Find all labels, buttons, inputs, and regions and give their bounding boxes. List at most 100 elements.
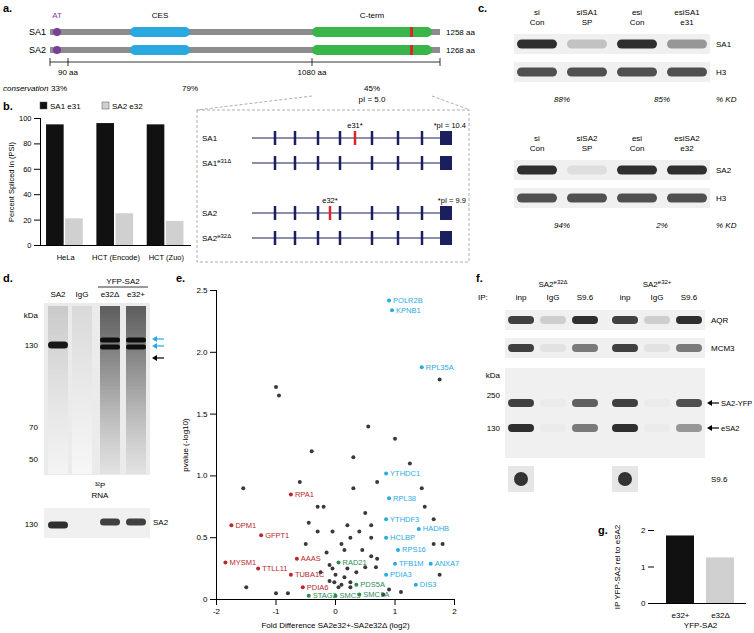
svg-text:130: 130 — [487, 424, 501, 433]
svg-text:Con: Con — [630, 144, 645, 153]
svg-text:0.5: 0.5 — [196, 533, 208, 542]
svg-text:DIS3: DIS3 — [420, 580, 437, 589]
svg-text:SA2-YFP: SA2-YFP — [721, 399, 752, 408]
svg-text:IP YFP-SA2 rel to eSA2: IP YFP-SA2 rel to eSA2 — [613, 524, 622, 609]
svg-text:esiSA1: esiSA1 — [674, 8, 700, 17]
svg-text:d.: d. — [3, 272, 13, 284]
svg-text:SA2: SA2 — [50, 290, 66, 299]
svg-text:-1: -1 — [272, 607, 280, 616]
svg-text:TUBA1C: TUBA1C — [295, 570, 325, 579]
svg-text:130: 130 — [25, 520, 39, 529]
svg-text:SA1: SA1 — [202, 134, 218, 143]
svg-text:RAD21: RAD21 — [342, 558, 366, 567]
svg-text:Con: Con — [530, 18, 545, 27]
svg-text:IP:: IP: — [478, 293, 488, 302]
svg-text:85%: 85% — [654, 95, 670, 104]
svg-text:45%: 45% — [364, 84, 380, 93]
svg-text:siSA2: siSA2 — [577, 134, 598, 143]
svg-text:si: si — [534, 134, 540, 143]
svg-text:si: si — [534, 8, 540, 17]
svg-text:DPM1: DPM1 — [235, 521, 256, 530]
svg-text:90 aa: 90 aa — [58, 68, 79, 77]
svg-text:e32+: e32+ — [671, 611, 689, 620]
svg-text:HADHB: HADHB — [423, 524, 449, 533]
svg-text:S9.6: S9.6 — [681, 293, 698, 302]
svg-text:2%: 2% — [655, 221, 668, 230]
svg-text:MYSM1: MYSM1 — [229, 558, 256, 567]
svg-text:e.: e. — [176, 272, 185, 284]
svg-text:C-term: C-term — [360, 11, 385, 20]
svg-text:1258 aa: 1258 aa — [446, 28, 475, 37]
svg-text:-2: -2 — [213, 607, 221, 616]
svg-text:2: 2 — [641, 526, 646, 535]
svg-text:IgG: IgG — [651, 293, 664, 302]
svg-text:1: 1 — [641, 563, 646, 572]
svg-text:e32*: e32* — [322, 196, 338, 205]
svg-text:250: 250 — [487, 391, 501, 400]
svg-text:e32Δ: e32Δ — [711, 611, 730, 620]
svg-text:88%: 88% — [554, 95, 570, 104]
svg-text:2: 2 — [452, 607, 457, 616]
svg-text:Percent Spliced In (PSI): Percent Spliced In (PSI) — [7, 141, 16, 222]
svg-text:esi: esi — [632, 8, 642, 17]
svg-text:1080 aa: 1080 aa — [298, 68, 327, 77]
svg-text:0: 0 — [641, 599, 646, 608]
svg-text:YFP-SA2: YFP-SA2 — [106, 277, 140, 286]
svg-text:% KD: % KD — [716, 221, 737, 230]
svg-text:SA2 e32: SA2 e32 — [112, 102, 143, 111]
svg-text:TFB1M: TFB1M — [399, 559, 424, 568]
svg-text:SA1e31Δ: SA1e31Δ — [202, 158, 231, 168]
svg-text:TTLL11: TTLL11 — [262, 564, 287, 573]
svg-text:IgG: IgG — [547, 293, 560, 302]
svg-text:*pI = 10.4: *pI = 10.4 — [434, 121, 466, 130]
svg-text:HCT (Zuo): HCT (Zuo) — [149, 253, 185, 262]
svg-text:SA2e32Δ: SA2e32Δ — [538, 279, 567, 289]
svg-text:SA2: SA2 — [153, 518, 169, 527]
svg-text:Con: Con — [530, 144, 545, 153]
svg-text:RPS16: RPS16 — [402, 545, 426, 554]
svg-text:KPNB1: KPNB1 — [396, 306, 421, 315]
svg-text:g.: g. — [598, 524, 608, 536]
svg-text:1.5: 1.5 — [196, 410, 208, 419]
svg-text:HCT (Encode): HCT (Encode) — [92, 253, 140, 262]
svg-text:kDa: kDa — [24, 311, 39, 320]
svg-text:AAAS: AAAS — [301, 554, 321, 563]
svg-text:SA2e32Δ: SA2e32Δ — [202, 233, 231, 243]
svg-text:AQR: AQR — [711, 316, 729, 325]
svg-text:% KD: % KD — [716, 95, 737, 104]
svg-text:GFPT1: GFPT1 — [265, 531, 289, 540]
svg-text:SA2: SA2 — [716, 166, 732, 175]
svg-text:AT: AT — [52, 11, 62, 20]
svg-text:e32Δ: e32Δ — [101, 290, 120, 299]
svg-text:79%: 79% — [182, 84, 198, 93]
svg-text:pvalue (-log10): pvalue (-log10) — [181, 418, 190, 472]
svg-text:kDa: kDa — [486, 371, 501, 380]
svg-text:Con: Con — [630, 18, 645, 27]
svg-text:STAG2: STAG2 — [313, 591, 337, 600]
svg-text:eSA2: eSA2 — [721, 424, 739, 433]
svg-text:³²P: ³²P — [95, 481, 106, 490]
svg-text:RPL38: RPL38 — [393, 494, 416, 503]
svg-text:RPA1: RPA1 — [295, 490, 314, 499]
svg-text:RNA: RNA — [92, 491, 110, 500]
svg-text:conservation: conservation — [3, 84, 49, 93]
svg-text:*pI = 9.9: *pI = 9.9 — [438, 196, 466, 205]
svg-text:a.: a. — [3, 2, 12, 14]
svg-text:inp: inp — [620, 293, 631, 302]
svg-text:70: 70 — [29, 423, 38, 432]
svg-text:YTHDC1: YTHDC1 — [390, 469, 420, 478]
svg-text:YFP-SA2: YFP-SA2 — [684, 621, 718, 630]
svg-text:2.5: 2.5 — [196, 286, 208, 295]
svg-text:CES: CES — [152, 11, 168, 20]
svg-text:e31*: e31* — [347, 121, 363, 130]
svg-text:SMC1A: SMC1A — [363, 590, 389, 599]
svg-text:SMC3: SMC3 — [340, 591, 361, 600]
svg-text:ANXA7: ANXA7 — [435, 559, 460, 568]
svg-text:S9.6: S9.6 — [711, 475, 728, 484]
svg-text:SP: SP — [582, 144, 593, 153]
svg-text:siSA1: siSA1 — [577, 8, 598, 17]
svg-text:SA1 e31: SA1 e31 — [50, 102, 81, 111]
svg-text:POLR2B: POLR2B — [393, 296, 423, 305]
svg-text:MCM3: MCM3 — [711, 344, 735, 353]
svg-text:80: 80 — [23, 139, 31, 148]
